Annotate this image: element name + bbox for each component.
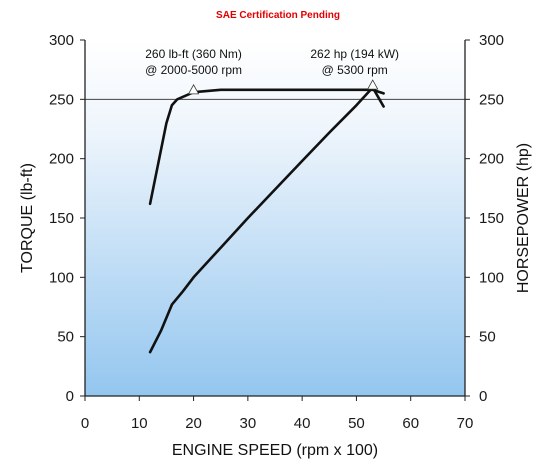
- left-tick-label: 200: [49, 151, 74, 168]
- left-tick-label: 0: [66, 388, 74, 405]
- x-tick-label: 20: [185, 415, 202, 432]
- left-tick-label: 50: [57, 329, 74, 346]
- left-tick-label: 150: [49, 210, 74, 227]
- torque-curve: [148, 88, 385, 206]
- plot-area-background: [85, 40, 465, 396]
- left-tick-label: 250: [49, 91, 74, 108]
- x-axis-label: ENGINE SPEED (rpm x 100): [172, 442, 378, 459]
- right-tick-label: 200: [479, 151, 504, 168]
- chart-title: SAE Certification Pending: [216, 10, 340, 21]
- left-tick-label: 300: [49, 32, 74, 49]
- annotation-line2: @ 2000-5000 rpm: [145, 63, 242, 77]
- series-layer: [148, 86, 385, 354]
- left-axis-ticks: 0 50 100 150 200 250 300: [49, 32, 85, 405]
- x-tick-label: 50: [348, 415, 365, 432]
- right-axis-ticks: 0 50 100 150 200 250 300: [465, 32, 504, 405]
- annotation-line2: @ 5300 rpm: [322, 63, 388, 77]
- x-axis-ticks: 0 10 20 30 40 50 60 70: [81, 396, 474, 432]
- x-tick-label: 70: [457, 415, 474, 432]
- x-tick-label: 30: [240, 415, 257, 432]
- left-axis-label: TORQUE (lb-ft): [19, 163, 36, 273]
- peak-marker: [367, 79, 379, 90]
- right-tick-label: 100: [479, 269, 504, 286]
- right-tick-label: 0: [479, 388, 487, 405]
- right-tick-label: 50: [479, 329, 496, 346]
- left-tick-label: 100: [49, 269, 74, 286]
- x-tick-label: 60: [402, 415, 419, 432]
- x-tick-label: 0: [81, 415, 89, 432]
- right-axis-label: HORSEPOWER (hp): [515, 143, 532, 293]
- x-tick-label: 10: [131, 415, 148, 432]
- annotations: 260 lb-ft (360 Nm) @ 2000-5000 rpm 262 hp …: [145, 47, 399, 95]
- right-tick-label: 150: [479, 210, 504, 227]
- peak-marker: [187, 84, 200, 95]
- x-tick-label: 40: [294, 415, 311, 432]
- annotation-line1: 262 hp (194 kW): [310, 47, 399, 61]
- right-tick-label: 250: [479, 91, 504, 108]
- annotation-line1: 260 lb-ft (360 Nm): [145, 47, 242, 61]
- horsepower-curve: [148, 86, 385, 354]
- right-tick-label: 300: [479, 32, 504, 49]
